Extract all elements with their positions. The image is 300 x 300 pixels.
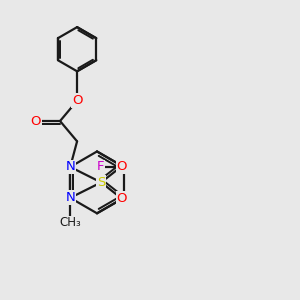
Text: O: O xyxy=(116,160,127,173)
Text: N: N xyxy=(65,191,75,204)
Text: F: F xyxy=(97,160,105,173)
Text: O: O xyxy=(72,94,82,107)
Text: O: O xyxy=(116,192,127,205)
Text: N: N xyxy=(65,160,75,173)
Text: CH₃: CH₃ xyxy=(59,216,81,230)
Text: S: S xyxy=(97,176,105,189)
Text: O: O xyxy=(31,115,41,128)
